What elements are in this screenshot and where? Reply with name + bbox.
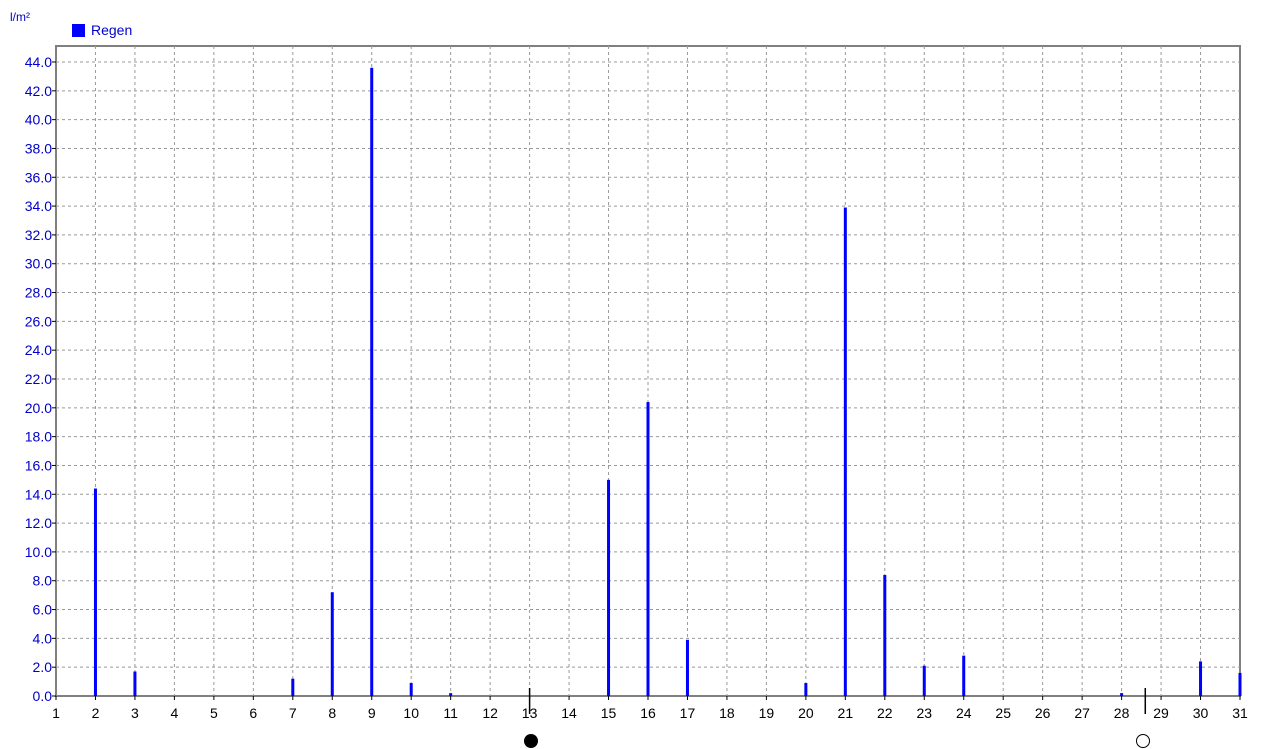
- x-tick-label: 28: [1114, 705, 1130, 721]
- rain-bar: [449, 693, 453, 696]
- y-tick-label: 22.0: [25, 371, 52, 387]
- y-tick-label: 18.0: [25, 429, 52, 445]
- y-tick-label: 36.0: [25, 169, 52, 185]
- rain-bar: [1120, 693, 1124, 696]
- x-tick-label: 23: [916, 705, 932, 721]
- x-tick-label: 15: [601, 705, 617, 721]
- y-tick-label: 38.0: [25, 140, 52, 156]
- x-tick-label: 7: [289, 705, 297, 721]
- x-tick-label: 24: [956, 705, 972, 721]
- x-tick-label: 26: [1035, 705, 1051, 721]
- x-tick-label: 22: [877, 705, 893, 721]
- rain-bar: [962, 655, 966, 696]
- x-tick-label: 16: [640, 705, 656, 721]
- y-axis-unit-label: l/m²: [10, 10, 30, 24]
- rain-bar: [133, 671, 137, 696]
- rain-bar: [1199, 661, 1203, 696]
- legend-swatch: [72, 23, 85, 37]
- y-tick-label: 24.0: [25, 342, 52, 358]
- y-tick-label: 40.0: [25, 112, 52, 128]
- x-tick-label: 3: [131, 705, 139, 721]
- x-tick-label: 31: [1232, 705, 1248, 721]
- rain-bar: [607, 479, 611, 696]
- x-tick-label: 19: [759, 705, 775, 721]
- x-tick-label: 21: [838, 705, 854, 721]
- x-tick-label: 4: [171, 705, 179, 721]
- legend: Regen: [72, 22, 132, 38]
- x-tick-label: 8: [328, 705, 336, 721]
- y-tick-label: 14.0: [25, 486, 52, 502]
- rain-bar: [685, 639, 689, 696]
- y-tick-label: 42.0: [25, 83, 52, 99]
- x-tick-label: 10: [403, 705, 419, 721]
- full-moon-icon: [1136, 734, 1150, 748]
- x-tick-label: 18: [719, 705, 735, 721]
- y-tick-label: 20.0: [25, 400, 52, 416]
- y-tick-label: 12.0: [25, 515, 52, 531]
- y-tick-label: 16.0: [25, 457, 52, 473]
- y-tick-label: 26.0: [25, 313, 52, 329]
- rain-bar: [1238, 672, 1242, 696]
- x-tick-label: 12: [482, 705, 498, 721]
- rain-bar: [370, 67, 374, 697]
- rain-bar: [922, 665, 926, 696]
- rain-bar: [409, 683, 413, 696]
- x-tick-label: 14: [561, 705, 577, 721]
- new-moon-icon: [524, 734, 538, 748]
- rain-bar: [843, 207, 847, 697]
- y-tick-label: 10.0: [25, 544, 52, 560]
- x-tick-label: 5: [210, 705, 218, 721]
- y-tick-label: 2.0: [33, 659, 53, 675]
- y-tick-label: 8.0: [33, 573, 53, 589]
- y-tick-label: 34.0: [25, 198, 52, 214]
- x-tick-label: 9: [368, 705, 376, 721]
- x-tick-label: 20: [798, 705, 814, 721]
- rain-bar: [883, 574, 887, 696]
- x-tick-label: 29: [1153, 705, 1169, 721]
- rain-bar: [291, 678, 295, 696]
- x-tick-label: 17: [680, 705, 696, 721]
- x-tick-label: 2: [92, 705, 100, 721]
- rain-bar: [330, 592, 334, 696]
- y-tick-label: 28.0: [25, 285, 52, 301]
- legend-label: Regen: [91, 22, 133, 38]
- x-tick-label: 27: [1074, 705, 1090, 721]
- y-tick-label: 44.0: [25, 54, 52, 70]
- x-tick-label: 1: [52, 705, 60, 721]
- rain-bar: [646, 402, 650, 696]
- y-tick-label: 0.0: [33, 688, 53, 704]
- y-tick-label: 6.0: [33, 602, 53, 618]
- x-tick-label: 6: [249, 705, 257, 721]
- rain-bar: [93, 488, 97, 696]
- y-tick-label: 4.0: [33, 630, 53, 646]
- x-tick-label: 11: [443, 705, 458, 721]
- y-tick-label: 32.0: [25, 227, 52, 243]
- x-tick-label: 30: [1193, 705, 1209, 721]
- y-tick-label: 30.0: [25, 256, 52, 272]
- rain-bar: [804, 683, 808, 696]
- x-tick-label: 25: [995, 705, 1011, 721]
